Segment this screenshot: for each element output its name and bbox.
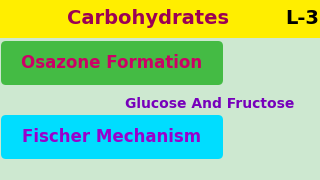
Text: Glucose And Fructose: Glucose And Fructose (125, 97, 295, 111)
Text: L-3: L-3 (285, 10, 319, 28)
Text: Osazone Formation: Osazone Formation (21, 54, 203, 72)
FancyBboxPatch shape (1, 41, 223, 85)
Text: Carbohydrates: Carbohydrates (67, 10, 229, 28)
Text: Fischer Mechanism: Fischer Mechanism (22, 128, 202, 146)
FancyBboxPatch shape (0, 0, 320, 38)
FancyBboxPatch shape (1, 115, 223, 159)
